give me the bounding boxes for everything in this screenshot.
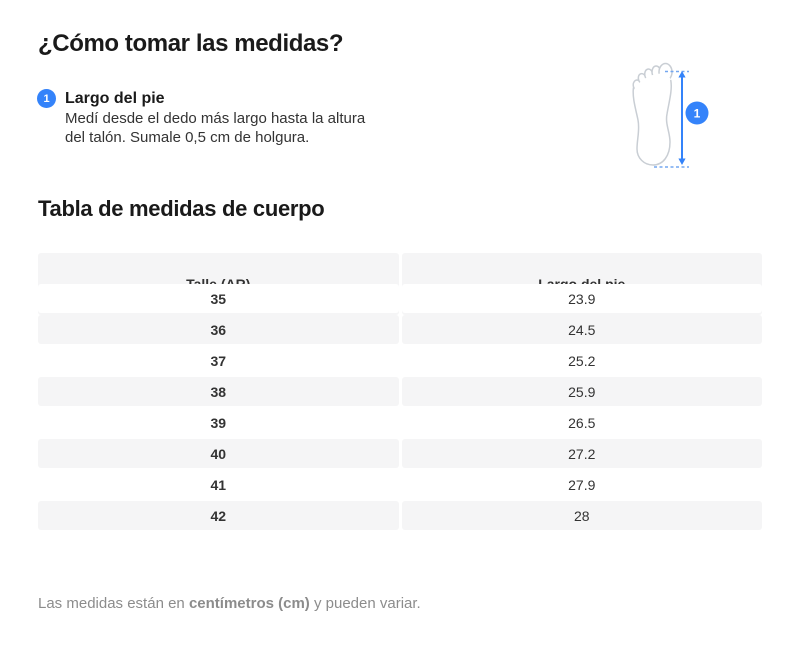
size-table: Talle (AR) Largo del pie 35 23.9 36 24.5… <box>38 253 762 530</box>
instruction-title: Largo del pie <box>65 90 165 107</box>
units-note-suffix: y pueden variar. <box>309 595 421 612</box>
units-note: Las medidas están en centímetros (cm) y … <box>38 595 421 612</box>
size-cell: 39 <box>38 408 399 437</box>
measure-arrow-icon <box>654 70 689 168</box>
foot-measure-diagram: 1 <box>632 62 709 168</box>
size-cell: 41 <box>38 470 399 499</box>
section-title: Tabla de medidas de cuerpo <box>38 196 325 221</box>
length-cell: 27.9 <box>401 470 762 499</box>
size-cell: 36 <box>38 315 399 344</box>
length-cell: 24.5 <box>401 315 762 344</box>
size-cell: 37 <box>38 346 399 375</box>
step-number-badge: 1 <box>37 89 56 108</box>
length-cell: 26.5 <box>401 408 762 437</box>
size-cell: 35 <box>38 284 399 313</box>
units-note-prefix: Las medidas están en <box>38 595 189 612</box>
length-cell: 27.2 <box>401 439 762 468</box>
diagram-step-badge: 1 <box>685 101 709 125</box>
svg-text:1: 1 <box>694 107 701 121</box>
length-cell: 28 <box>401 501 762 530</box>
instruction-description: Medí desde el dedo más largo hasta la al… <box>65 110 366 146</box>
length-cell: 25.9 <box>401 377 762 406</box>
length-cell: 23.9 <box>401 284 762 313</box>
units-note-bold: centímetros (cm) <box>188 595 310 612</box>
size-cell: 40 <box>38 439 399 468</box>
size-cell: 42 <box>38 501 399 530</box>
length-cell: 25.2 <box>401 346 762 375</box>
page-title: ¿Cómo tomar las medidas? <box>38 30 344 57</box>
size-cell: 38 <box>38 377 399 406</box>
